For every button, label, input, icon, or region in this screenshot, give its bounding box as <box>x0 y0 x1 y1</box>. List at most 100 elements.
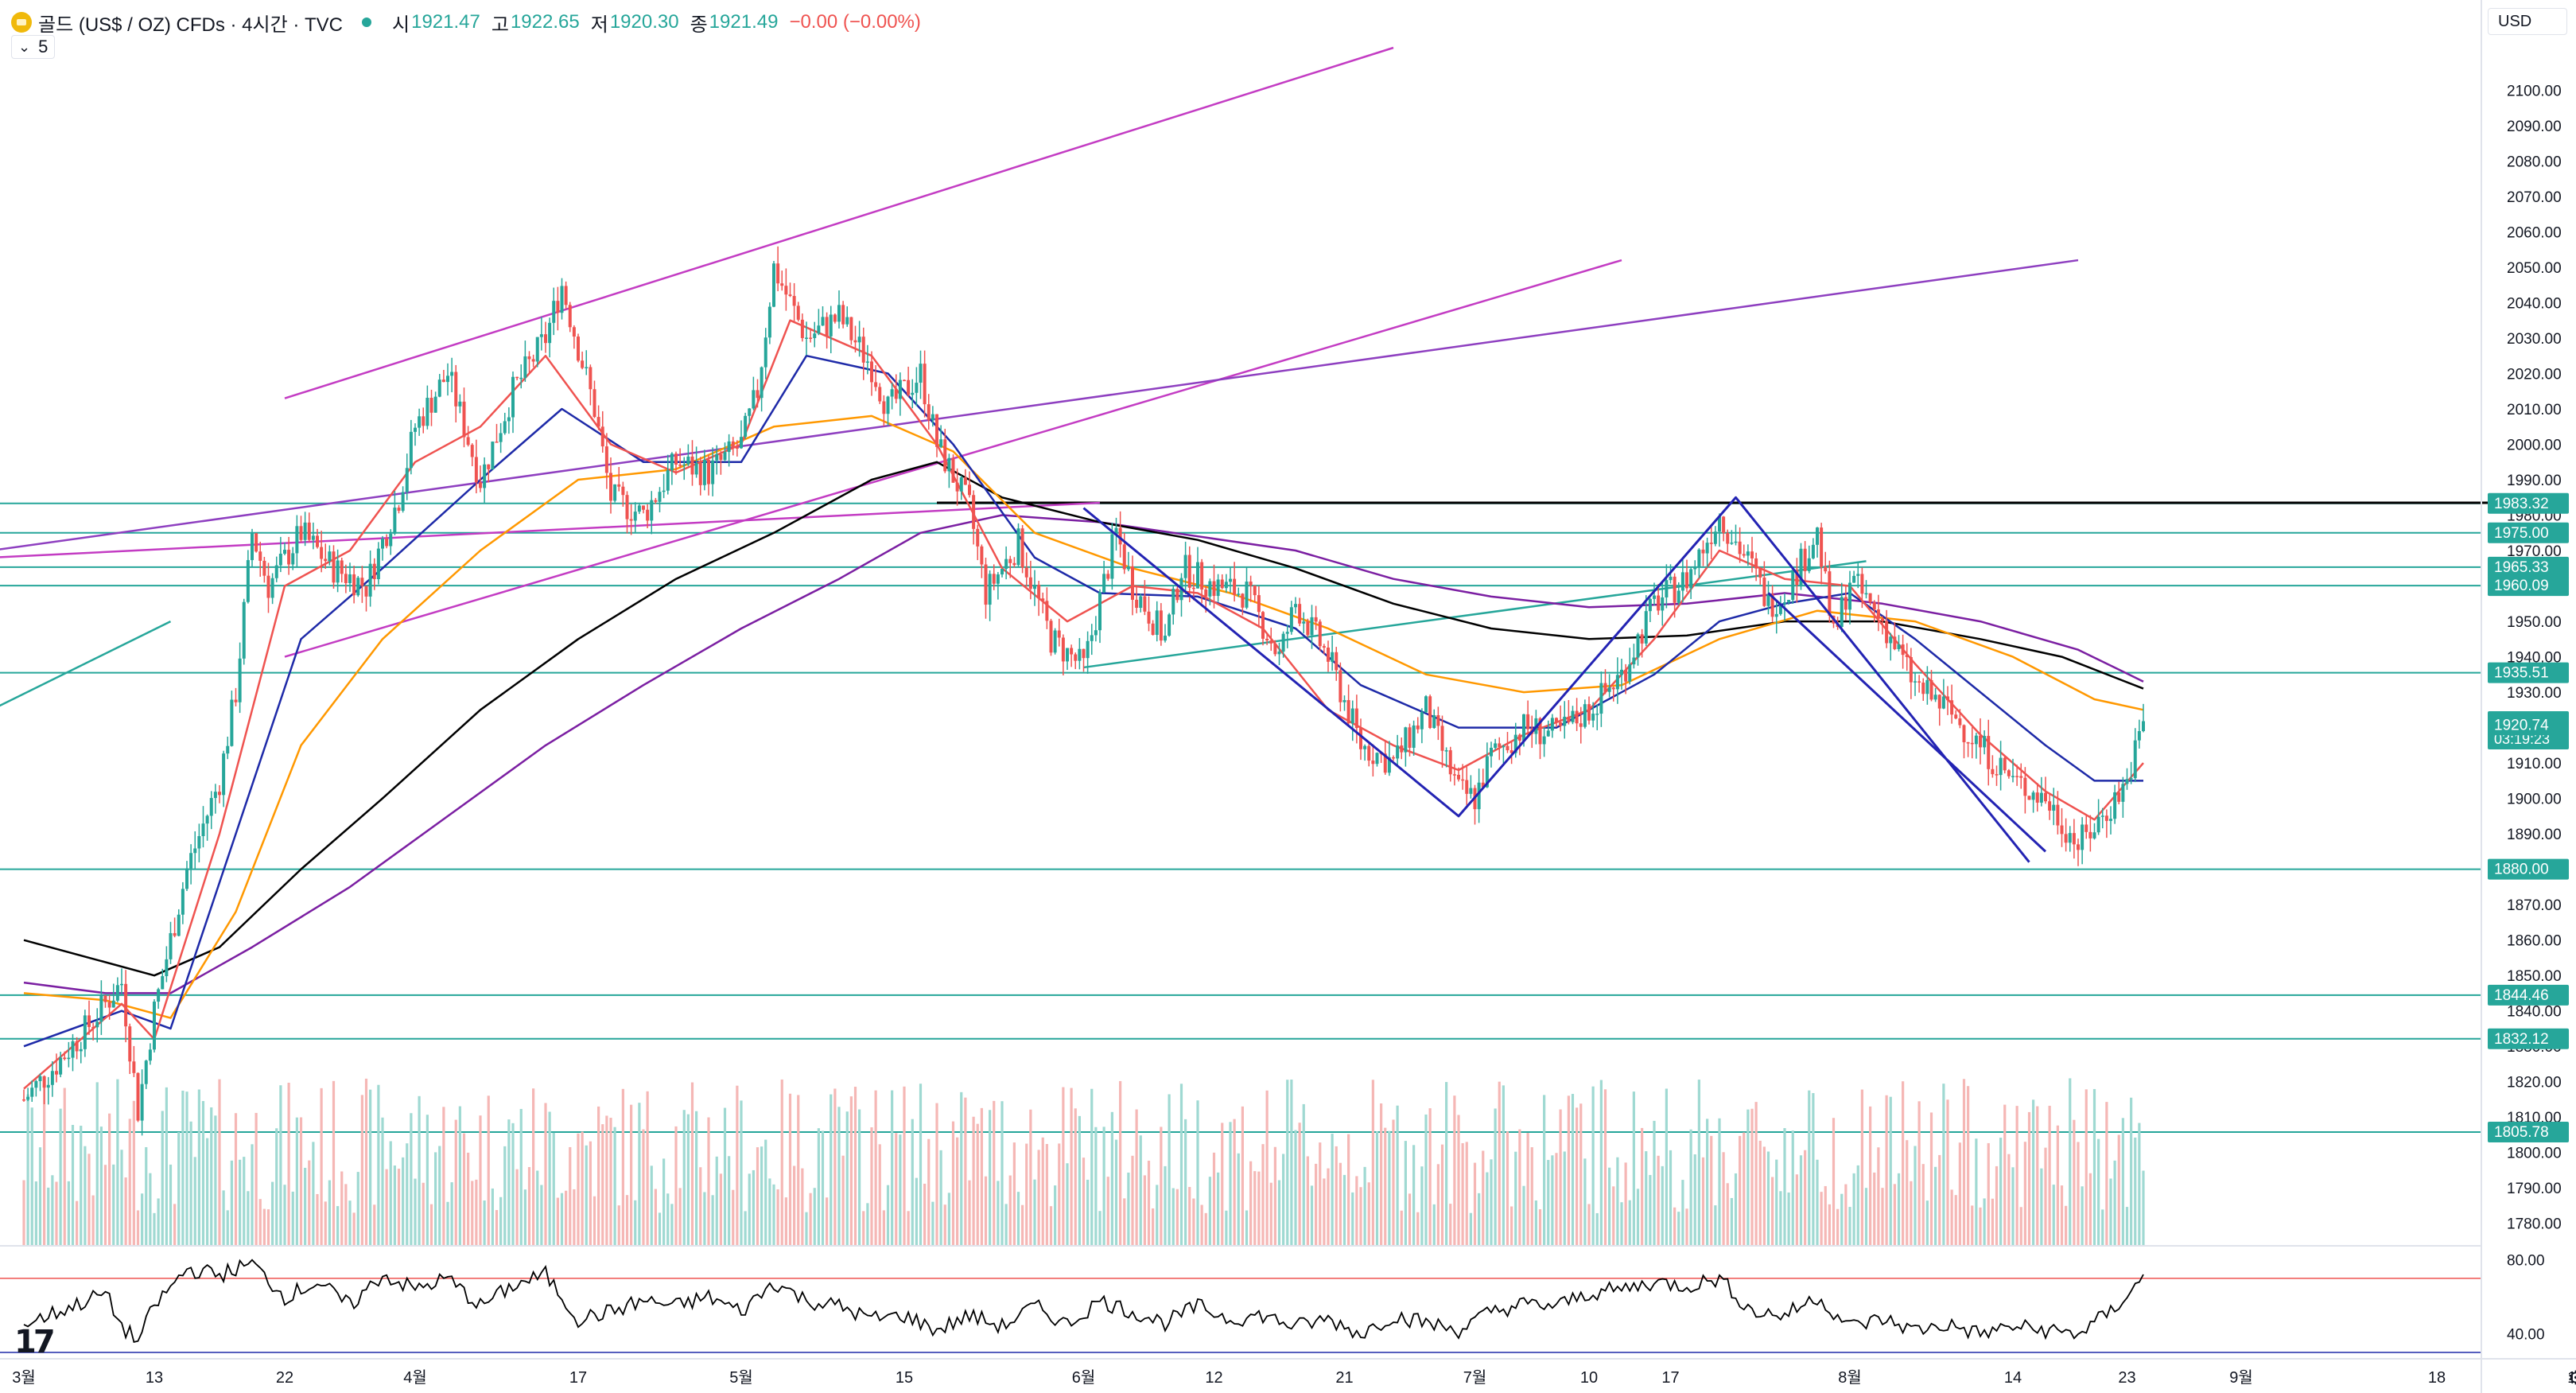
y-tick-label: 1820.00 <box>2507 1075 2562 1091</box>
open-value: 1921.47 <box>411 11 480 33</box>
indicator-toggle[interactable]: ⌄ 5 <box>11 35 56 59</box>
candle-body <box>185 868 188 889</box>
volume-bar <box>1037 1150 1040 1245</box>
candle-body <box>173 932 177 936</box>
volume-bar <box>1351 1192 1354 1245</box>
volume-bar <box>1119 1080 1122 1245</box>
candle-body <box>1448 750 1452 775</box>
volume-bar <box>149 1173 152 1245</box>
volume-bar <box>1852 1173 1855 1245</box>
volume-bar <box>173 1204 177 1245</box>
volume-bar <box>1885 1095 1888 1245</box>
volume-bar <box>719 1173 722 1245</box>
currency-selector[interactable]: USD <box>2488 8 2567 35</box>
volume-bar <box>1131 1155 1134 1245</box>
candle-body <box>1020 528 1024 568</box>
y-tick-label: 2070.00 <box>2507 189 2562 206</box>
candle-body <box>959 477 963 492</box>
candle-body <box>694 463 698 475</box>
candle-body <box>968 484 971 496</box>
price-label-box <box>2488 858 2569 880</box>
volume-bar <box>972 1116 975 1245</box>
candle-body <box>425 398 429 426</box>
candle-body <box>266 575 270 598</box>
candle-body <box>372 563 376 579</box>
candle-body <box>1844 597 1847 610</box>
candle-body <box>1102 574 1106 593</box>
volume-bar <box>1808 1090 1811 1245</box>
volume-bar <box>1571 1094 1575 1245</box>
volume-bar <box>495 1210 499 1245</box>
candle-body <box>837 305 841 322</box>
candle-body <box>927 404 931 421</box>
volume-bar <box>797 1095 800 1245</box>
candle-body <box>2023 777 2027 796</box>
volume-bar <box>1873 1172 1876 1245</box>
volume-bar <box>446 1201 449 1245</box>
volume-bar <box>862 1211 865 1245</box>
candle-body <box>1921 683 1925 695</box>
y-tick-label: 1780.00 <box>2507 1216 2562 1233</box>
low-label: 저 <box>590 14 608 36</box>
candle-body <box>1387 757 1391 773</box>
volume-bar <box>1498 1081 1501 1245</box>
candle-body <box>479 482 482 488</box>
price-label-box <box>2488 714 2569 736</box>
y-tick-label: 2100.00 <box>2507 83 2562 99</box>
volume-bar <box>369 1089 372 1245</box>
volume-bar <box>997 1181 1000 1245</box>
volume-bar <box>1478 1193 1481 1245</box>
volume-bar <box>519 1108 523 1245</box>
candle-body <box>572 327 576 337</box>
volume-bar <box>1416 1212 1420 1245</box>
volume-bar <box>328 1180 331 1245</box>
candle-body <box>1444 750 1448 752</box>
candle-body <box>458 401 462 407</box>
volume-bar <box>1221 1123 1224 1245</box>
symbol-title[interactable]: 골드 (US$ / OZ) CFDs · 4시간 · TVC <box>38 14 343 36</box>
volume-bar <box>634 1200 637 1245</box>
volume-bar <box>91 1195 95 1245</box>
candle-body <box>1563 716 1567 726</box>
candle-body <box>1995 774 1999 776</box>
candle-body <box>1273 643 1277 655</box>
volume-bar <box>1396 1105 1399 1245</box>
high-value: 1922.65 <box>510 11 580 33</box>
volume-bar <box>1473 1162 1477 1245</box>
volume-bar <box>1995 1165 1999 1245</box>
volume-bar <box>1722 1152 1725 1245</box>
candle-body <box>1889 636 1893 644</box>
candle-body <box>523 356 527 378</box>
candle-body <box>646 509 650 521</box>
candle-body <box>784 286 788 295</box>
volume-bar <box>258 1199 262 1245</box>
volume-bar <box>1730 1197 1733 1245</box>
volume-bar <box>1983 1198 1986 1245</box>
settings-gear-icon[interactable]: ⚙ <box>2567 1368 2576 1389</box>
candle-body <box>132 1061 136 1073</box>
candle-body <box>600 426 604 447</box>
volume-bar <box>360 1095 363 1245</box>
candle-body <box>336 560 340 583</box>
volume-bar <box>589 1141 592 1245</box>
volume-bar <box>1824 1185 1827 1245</box>
candle-body <box>1135 599 1139 609</box>
volume-bar <box>805 1212 808 1245</box>
volume-bar <box>523 1189 526 1245</box>
volume-bar <box>1567 1095 1570 1245</box>
candle-body <box>886 396 890 414</box>
candle-body <box>1705 543 1709 554</box>
volume-bars <box>22 1078 2145 1245</box>
candle-body <box>951 457 955 483</box>
volume-bar <box>2088 1173 2092 1245</box>
candle-body <box>1807 558 1811 571</box>
volume-bar <box>1355 1176 1358 1245</box>
candle-body <box>1359 728 1362 749</box>
candle-body <box>1783 602 1786 605</box>
volume-bar <box>2117 1134 2120 1245</box>
volume-bar <box>55 1181 58 1245</box>
candle-body <box>177 914 181 936</box>
candle-body <box>2003 757 2007 771</box>
volume-bar <box>1152 1208 1155 1245</box>
